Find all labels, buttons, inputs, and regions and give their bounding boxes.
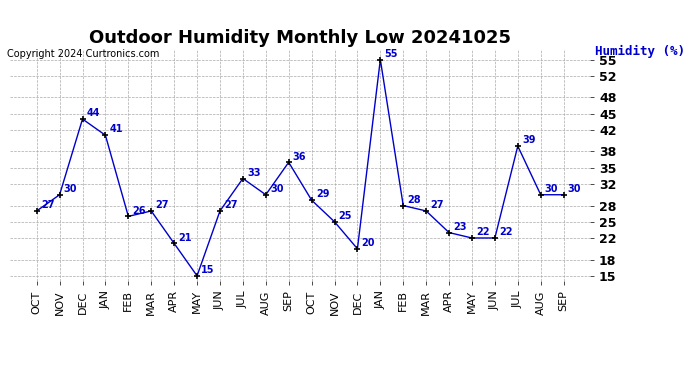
Text: 30: 30 — [63, 184, 77, 194]
Text: 36: 36 — [293, 152, 306, 162]
Text: 44: 44 — [87, 108, 100, 118]
Text: 22: 22 — [476, 227, 490, 237]
Text: 27: 27 — [224, 200, 237, 210]
Text: 55: 55 — [384, 49, 398, 59]
Text: 29: 29 — [316, 189, 329, 200]
Text: 25: 25 — [339, 211, 352, 221]
Text: 39: 39 — [522, 135, 535, 145]
Text: 27: 27 — [431, 200, 444, 210]
Text: 30: 30 — [270, 184, 284, 194]
Text: 30: 30 — [545, 184, 558, 194]
Text: 41: 41 — [110, 124, 123, 135]
Text: 33: 33 — [247, 168, 261, 178]
Text: 28: 28 — [407, 195, 421, 205]
Text: 27: 27 — [155, 200, 169, 210]
Text: Humidity (%): Humidity (%) — [595, 45, 684, 58]
Text: 30: 30 — [568, 184, 581, 194]
Text: 26: 26 — [132, 206, 146, 216]
Text: 22: 22 — [499, 227, 513, 237]
Text: 23: 23 — [453, 222, 466, 232]
Text: 27: 27 — [41, 200, 55, 210]
Text: 15: 15 — [201, 265, 215, 275]
Title: Outdoor Humidity Monthly Low 20241025: Outdoor Humidity Monthly Low 20241025 — [89, 29, 511, 47]
Text: 20: 20 — [362, 238, 375, 248]
Text: Copyright 2024 Curtronics.com: Copyright 2024 Curtronics.com — [7, 49, 159, 59]
Text: 21: 21 — [178, 232, 192, 243]
